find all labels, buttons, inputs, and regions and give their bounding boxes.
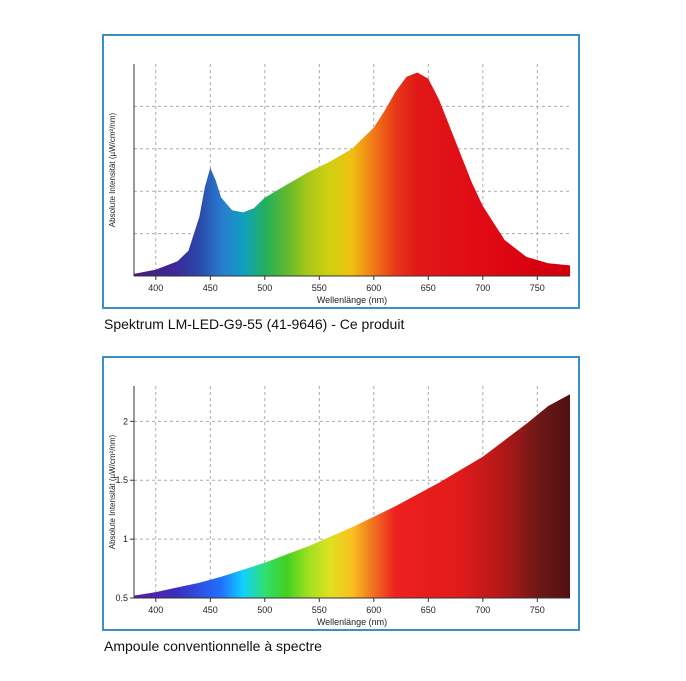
x-tick-label: 650 [421, 283, 436, 293]
x-tick-label: 450 [203, 283, 218, 293]
chart-panel-led: 400 450 500 550 600 650 700 750 Wellenlänge (nm)… [102, 34, 580, 309]
x-tick-label: 500 [257, 283, 272, 293]
x-tick-label: 500 [257, 605, 272, 615]
caption-bulb: Ampoule conventionnelle à spectre [104, 638, 322, 654]
y-axis-label: Absolute Intensität (µW/cm²/nm) [108, 112, 117, 227]
x-tick-label: 600 [366, 283, 381, 293]
x-axis-label: Wellenlänge (nm) [317, 295, 387, 305]
spectrum-area [134, 394, 570, 598]
y-tick-label: 1 [123, 534, 128, 544]
chart-bulb-spectrum: 400 450 500 550 600 650 700 750 0.5 1 1.5 2 Wellenlä… [108, 386, 570, 627]
x-tick-label: 400 [148, 605, 163, 615]
y-tick-label: 0.5 [115, 593, 128, 603]
y-tick-label: 1.5 [115, 475, 128, 485]
chart-panel-bulb: 400 450 500 550 600 650 700 750 0.5 1 1.5 2 Wellenlä… [102, 356, 580, 631]
caption-led: Spektrum LM-LED-G9-55 (41-9646) - Ce pro… [104, 316, 405, 332]
x-tick-label: 600 [366, 605, 381, 615]
x-tick-label: 650 [421, 605, 436, 615]
y-axis-label: Absolute Intensität (µW/cm²/nm) [108, 434, 117, 549]
x-tick-label: 550 [312, 283, 327, 293]
x-tick-label: 750 [530, 283, 545, 293]
x-tick-label: 750 [530, 605, 545, 615]
x-tick-label: 700 [475, 605, 490, 615]
chart-led-spectrum: 400 450 500 550 600 650 700 750 Wellenlänge (nm)… [108, 64, 570, 305]
y-tick-label: 2 [123, 416, 128, 426]
x-tick-label: 700 [475, 283, 490, 293]
x-tick-label: 450 [203, 605, 218, 615]
x-axis-label: Wellenlänge (nm) [317, 617, 387, 627]
x-tick-label: 550 [312, 605, 327, 615]
x-tick-label: 400 [148, 283, 163, 293]
spectrum-area [134, 72, 570, 276]
